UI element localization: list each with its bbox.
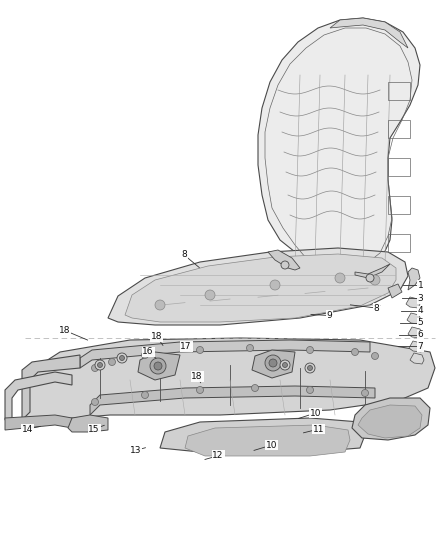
- Polygon shape: [388, 284, 402, 298]
- Circle shape: [109, 359, 116, 366]
- Text: 12: 12: [212, 451, 224, 460]
- Circle shape: [371, 352, 378, 359]
- Text: 1: 1: [417, 281, 424, 289]
- Text: 15: 15: [88, 425, 100, 433]
- Bar: [388, 234, 410, 252]
- Circle shape: [141, 351, 148, 359]
- Polygon shape: [355, 264, 390, 278]
- Circle shape: [361, 390, 368, 397]
- Circle shape: [197, 346, 204, 353]
- Polygon shape: [5, 372, 72, 420]
- Circle shape: [150, 358, 166, 374]
- Circle shape: [95, 360, 105, 370]
- Polygon shape: [408, 327, 422, 338]
- Circle shape: [197, 386, 204, 393]
- Polygon shape: [185, 425, 350, 456]
- Circle shape: [205, 290, 215, 300]
- Circle shape: [280, 360, 290, 370]
- Circle shape: [366, 274, 374, 282]
- Polygon shape: [80, 340, 370, 368]
- Text: 11: 11: [313, 425, 325, 433]
- Circle shape: [305, 363, 315, 373]
- Circle shape: [269, 359, 277, 367]
- Text: 17: 17: [180, 342, 192, 351]
- Polygon shape: [108, 248, 408, 325]
- Polygon shape: [408, 268, 420, 290]
- Bar: [388, 82, 410, 100]
- Polygon shape: [5, 415, 72, 430]
- Circle shape: [251, 384, 258, 392]
- Polygon shape: [90, 386, 375, 415]
- Polygon shape: [258, 18, 420, 278]
- Text: 9: 9: [326, 311, 332, 320]
- Circle shape: [307, 366, 312, 370]
- Text: 7: 7: [417, 342, 424, 351]
- Polygon shape: [410, 353, 424, 364]
- Polygon shape: [68, 415, 108, 432]
- Circle shape: [307, 386, 314, 393]
- Circle shape: [247, 344, 254, 351]
- Polygon shape: [22, 338, 435, 420]
- Text: 4: 4: [418, 306, 423, 315]
- Circle shape: [92, 365, 99, 372]
- Circle shape: [270, 280, 280, 290]
- Polygon shape: [268, 250, 300, 270]
- Text: 14: 14: [21, 425, 33, 433]
- Circle shape: [154, 362, 162, 370]
- Text: 10: 10: [266, 441, 277, 449]
- Bar: [388, 158, 410, 176]
- Circle shape: [141, 392, 148, 399]
- Circle shape: [283, 362, 287, 367]
- Circle shape: [281, 261, 289, 269]
- Circle shape: [352, 349, 358, 356]
- Polygon shape: [407, 313, 421, 324]
- Polygon shape: [138, 352, 180, 380]
- Text: 18: 18: [191, 372, 203, 381]
- Text: 8: 8: [374, 304, 380, 312]
- Circle shape: [335, 273, 345, 283]
- Polygon shape: [252, 350, 295, 378]
- Text: 18: 18: [151, 333, 162, 341]
- Circle shape: [155, 300, 165, 310]
- Polygon shape: [352, 398, 430, 440]
- Circle shape: [98, 362, 102, 367]
- Circle shape: [92, 399, 99, 406]
- Polygon shape: [22, 355, 80, 420]
- Circle shape: [265, 355, 281, 371]
- Bar: [388, 196, 410, 214]
- Text: 16: 16: [142, 348, 154, 356]
- Text: 8: 8: [181, 251, 187, 259]
- Text: 13: 13: [130, 446, 141, 455]
- Bar: [388, 120, 410, 138]
- Polygon shape: [160, 418, 365, 452]
- Text: 5: 5: [417, 319, 424, 327]
- Circle shape: [117, 353, 127, 363]
- Text: 3: 3: [417, 294, 424, 303]
- Circle shape: [307, 346, 314, 353]
- Polygon shape: [358, 405, 422, 438]
- Circle shape: [120, 356, 124, 360]
- Polygon shape: [406, 297, 420, 308]
- Polygon shape: [330, 18, 408, 48]
- Polygon shape: [125, 254, 396, 322]
- Text: 18: 18: [59, 326, 71, 335]
- Polygon shape: [409, 341, 423, 352]
- Text: 6: 6: [417, 330, 424, 339]
- Text: 10: 10: [310, 409, 321, 417]
- Circle shape: [370, 275, 380, 285]
